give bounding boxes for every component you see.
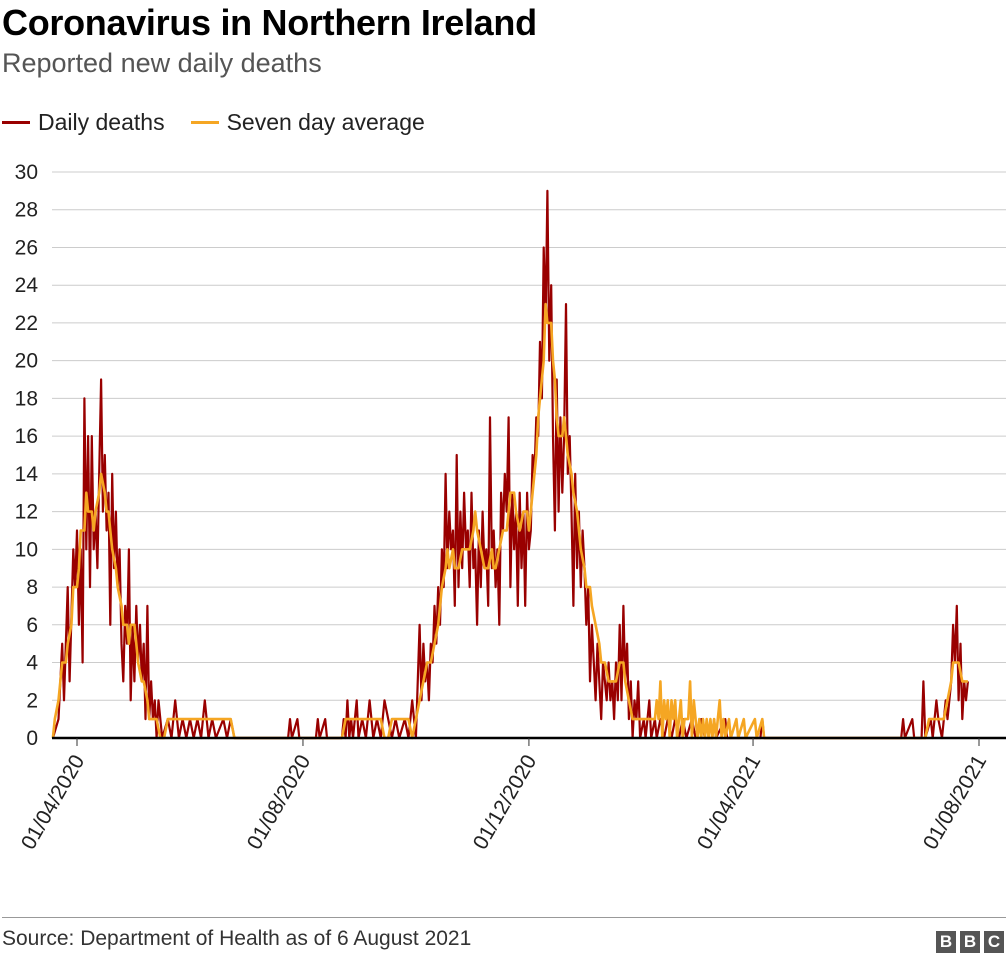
bbc-logo: B B C	[932, 931, 1004, 953]
y-tick-label: 30	[15, 161, 38, 184]
bbc-logo-letter: B	[960, 931, 980, 953]
bbc-logo-letter: C	[984, 931, 1004, 953]
y-tick-label: 6	[26, 614, 38, 637]
chart-legend: Daily deaths Seven day average	[2, 107, 451, 137]
y-tick-label: 18	[15, 387, 38, 410]
legend-label-seven-day-average: Seven day average	[226, 108, 425, 135]
legend-item-daily-deaths: Daily deaths	[2, 109, 165, 136]
series-line-daily-deaths	[51, 189, 969, 740]
y-tick-label: 4	[26, 652, 38, 675]
x-tick-label: 01/08/2020	[243, 751, 315, 854]
source-note: Source: Department of Health as of 6 Aug…	[2, 927, 472, 950]
bbc-logo-letter: B	[936, 931, 956, 953]
y-tick-label: 28	[15, 199, 38, 222]
x-tick-label: 01/12/2020	[469, 751, 541, 854]
y-tick-label: 0	[26, 727, 38, 750]
series-line-seven-day-average	[51, 302, 968, 740]
x-tick-label: 01/04/2021	[693, 751, 765, 854]
chart-subtitle: Reported new daily deaths	[2, 48, 322, 78]
chart-title: Coronavirus in Northern Ireland	[2, 2, 537, 43]
y-tick-label: 10	[15, 538, 38, 561]
legend-item-seven-day-average: Seven day average	[190, 108, 425, 136]
y-tick-label: 22	[15, 312, 38, 335]
legend-label-daily-deaths: Daily deaths	[38, 108, 165, 135]
y-tick-label: 20	[15, 350, 38, 373]
y-tick-label: 2	[26, 689, 38, 712]
y-tick-label: 12	[15, 501, 38, 524]
y-tick-label: 8	[26, 576, 38, 599]
legend-swatch-daily-deaths	[2, 120, 30, 124]
y-tick-label: 16	[15, 425, 38, 448]
y-tick-label: 14	[15, 463, 39, 486]
x-tick-label: 01/08/2021	[919, 751, 991, 854]
y-tick-label: 24	[15, 274, 39, 297]
x-tick-label: 01/04/2020	[17, 751, 89, 854]
footer-divider	[2, 917, 1006, 918]
legend-swatch-seven-day-average	[190, 120, 219, 124]
y-tick-label: 26	[15, 236, 38, 259]
